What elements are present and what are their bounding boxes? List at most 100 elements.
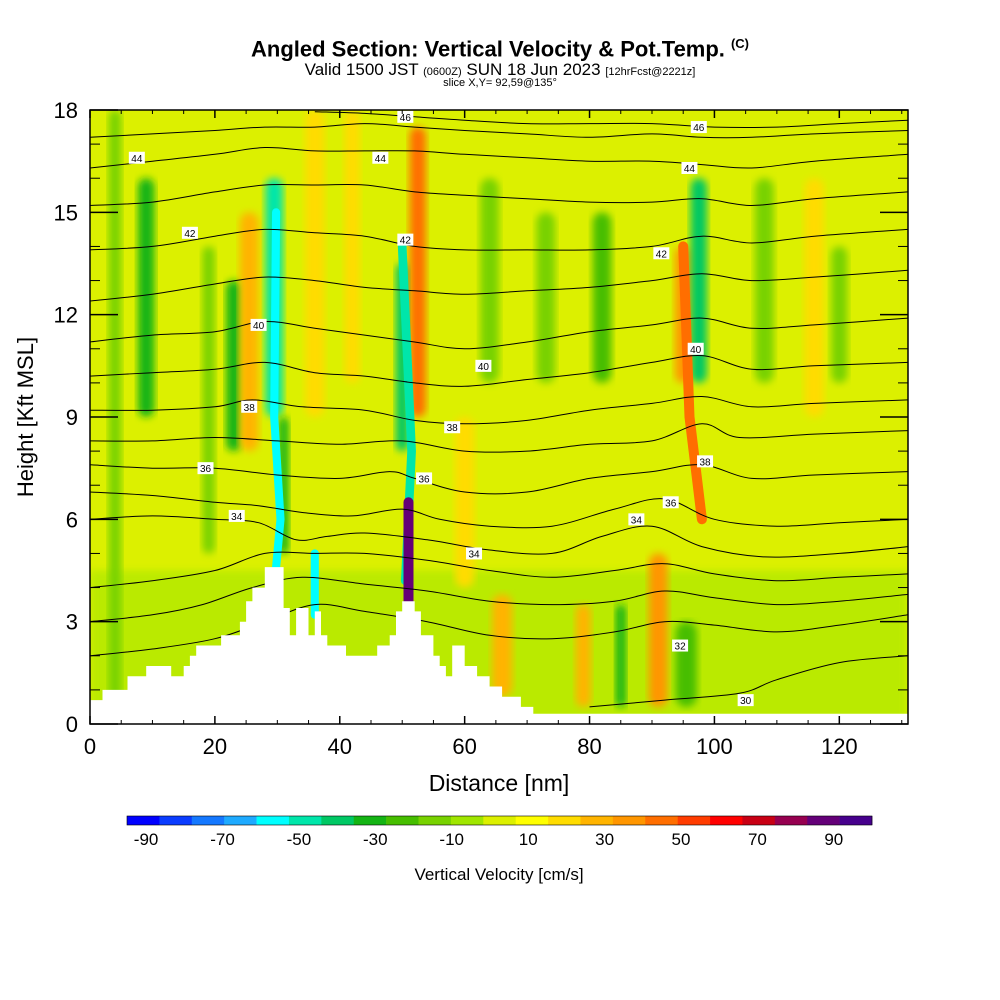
velocity-column — [344, 110, 360, 383]
colorbar-tick-label: -90 — [134, 830, 159, 849]
contour-label: 40 — [253, 321, 265, 332]
y-tick-label: 3 — [66, 610, 78, 635]
colorbar-swatch — [159, 816, 193, 825]
contour-label-bg — [444, 421, 461, 434]
contour-label-bg — [416, 472, 433, 485]
colorbar-swatch — [548, 816, 581, 825]
colorbar-tick-label: 70 — [748, 830, 767, 849]
contour-label: 44 — [375, 154, 387, 165]
contour-label-bg — [372, 151, 389, 164]
contour-label-bg — [197, 462, 214, 475]
colorbar-swatch — [774, 816, 808, 825]
colorbar-swatch — [353, 816, 387, 825]
y-tick-label: 12 — [54, 303, 78, 328]
x-tick-label: 80 — [577, 734, 601, 759]
colorbar-swatch — [418, 816, 452, 825]
contour-label-bg — [653, 247, 670, 260]
isentrope-line — [90, 551, 908, 589]
colorbar-tick-label: -30 — [363, 830, 388, 849]
velocity-column — [575, 604, 591, 707]
contour-label-bg — [687, 342, 704, 355]
chart-subtitle: Valid 1500 JST (0600Z) SUN 18 Jun 2023 [… — [0, 60, 1000, 80]
colorbar-swatch — [321, 816, 355, 825]
colorbar-frame — [126, 815, 873, 826]
contour-label-bg — [737, 694, 754, 707]
contour-label-bg — [181, 226, 198, 239]
isentrope-line — [90, 146, 908, 169]
valid-prefix: Valid 1500 JST — [304, 60, 419, 79]
velocity-plume — [270, 208, 285, 592]
velocity-column — [592, 212, 612, 383]
isentrope-line — [90, 395, 908, 425]
x-tick-label: 0 — [84, 734, 96, 759]
velocity-column — [615, 604, 626, 707]
colorbar-swatch — [450, 816, 484, 825]
contour-label: 36 — [419, 474, 431, 485]
colorbar-swatch — [612, 816, 646, 825]
colorbar-tick-label: 30 — [595, 830, 614, 849]
isentrope-line — [90, 491, 908, 529]
y-tick-label: 9 — [66, 405, 78, 430]
colorbar-swatch — [839, 816, 873, 825]
contour-label-bg — [397, 233, 414, 246]
terrain-layer — [90, 567, 908, 724]
colorbar-swatch — [677, 816, 711, 825]
chart-title: Angled Section: Vertical Velocity & Pot.… — [0, 36, 1000, 62]
isentrope-line — [90, 354, 908, 387]
velocity-column — [648, 553, 668, 707]
contour-label: 36 — [200, 464, 212, 475]
colorbar-tick-label: 10 — [519, 830, 538, 849]
isentrope-line — [90, 317, 908, 350]
contour-label-bg — [241, 400, 258, 413]
contour-label-bg — [397, 110, 414, 123]
velocity-column — [409, 127, 426, 418]
y-axis-label: Height [Kft MSL] — [13, 337, 38, 497]
isentrope-line — [589, 655, 908, 708]
contour-label: 34 — [468, 549, 480, 560]
velocity-column — [492, 594, 513, 697]
contour-label: 36 — [665, 498, 677, 509]
velocity-plume — [678, 241, 707, 525]
forecast-info: [12hrFcst@2221z] — [605, 66, 696, 78]
isentrope-line — [90, 423, 908, 453]
colorbar-swatch — [645, 816, 678, 825]
contour-label-bg — [697, 455, 714, 468]
colorbar-swatch — [483, 816, 516, 825]
y-tick-label: 18 — [54, 98, 78, 123]
velocity-column — [536, 212, 556, 383]
isentrope-line — [90, 228, 908, 251]
colorbar-swatch — [742, 816, 776, 825]
copyright-mark: (C) — [730, 36, 749, 51]
isentrope-line — [90, 464, 908, 495]
contour-label-bg — [681, 161, 698, 174]
colorbar-swatch — [288, 816, 322, 825]
contour-label: 42 — [400, 236, 412, 247]
contour-label-bg — [690, 121, 707, 134]
contour-label: 40 — [690, 345, 702, 356]
velocity-column — [804, 178, 824, 417]
colorbar-swatch — [191, 816, 225, 825]
isentrope-line — [90, 269, 908, 302]
contour-label-bg — [662, 496, 679, 509]
contour-label: 46 — [400, 113, 412, 124]
contour-label-bg — [466, 547, 483, 560]
x-axis-label: Distance [nm] — [429, 770, 570, 796]
colorbar-swatch — [256, 816, 290, 825]
contour-label: 30 — [740, 696, 752, 707]
contour-label: 32 — [675, 642, 687, 653]
x-tick-label: 100 — [696, 734, 733, 759]
velocity-column — [305, 110, 325, 417]
contour-label: 34 — [231, 512, 243, 523]
colorbar-tick-label: 50 — [672, 830, 691, 849]
colorbar-tick-label: -10 — [439, 830, 464, 849]
contour-label: 44 — [684, 164, 696, 175]
colorbar-tick-label: -50 — [287, 830, 312, 849]
terrain-mask — [90, 567, 908, 724]
colorbar-label: Vertical Velocity [cm/s] — [414, 865, 583, 884]
velocity-column — [675, 621, 697, 707]
colorbar: -90 -70 -50 -30 -10 10 30 50 70 90 — [126, 815, 873, 849]
velocity-column — [239, 212, 259, 452]
slice-info: slice X,Y= 92,59@135° — [443, 77, 557, 89]
colorbar-tick-label: 90 — [824, 830, 843, 849]
